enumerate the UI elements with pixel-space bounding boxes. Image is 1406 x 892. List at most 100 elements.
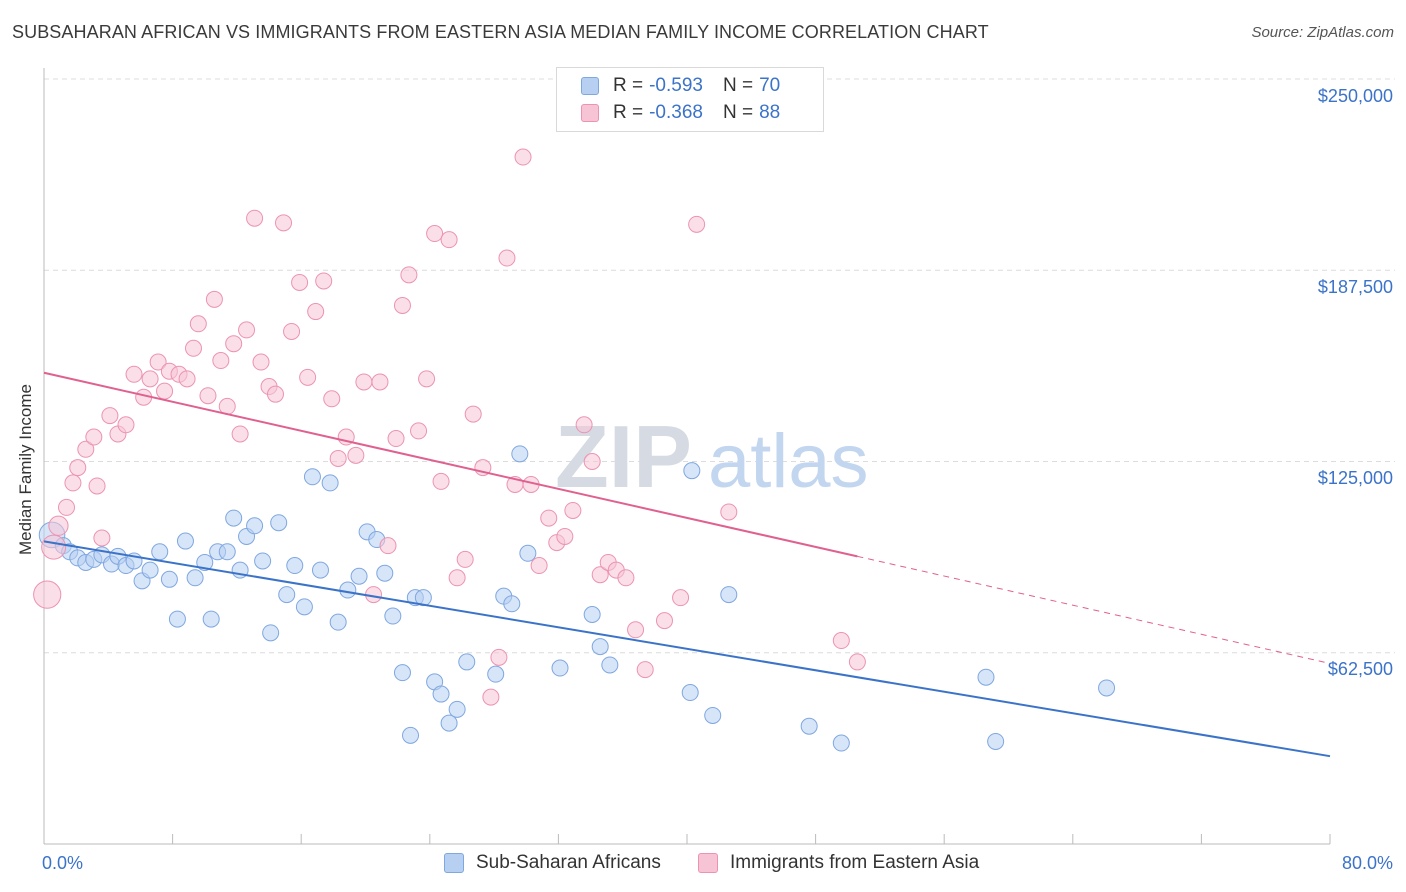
data-point-pink	[379, 537, 397, 555]
trend-line-extrapolated-pink	[857, 555, 1331, 664]
trend-lines	[43, 371, 1331, 758]
legend-n-value: 88	[759, 102, 781, 123]
data-point-pink	[275, 214, 293, 232]
data-point-blue	[339, 581, 357, 599]
data-point-blue	[601, 656, 619, 674]
x-tick-label-max: 80.0%	[1341, 853, 1393, 873]
data-point-blue	[402, 726, 420, 744]
data-point-pink	[149, 353, 167, 371]
data-point-blue	[591, 638, 609, 656]
trend-line-blue	[43, 540, 1331, 758]
data-point-pink	[77, 440, 95, 458]
data-point-pink	[393, 296, 411, 314]
data-point-pink	[48, 515, 69, 536]
y-tick-label: $187,500	[1317, 277, 1393, 297]
data-point-blue	[141, 561, 159, 579]
data-point-pink	[482, 688, 500, 706]
data-point-blue	[329, 613, 347, 631]
y-tick-label: $125,000	[1317, 468, 1393, 488]
data-point-blue	[218, 543, 236, 561]
data-point-pink	[514, 148, 532, 166]
data-point-pink	[530, 557, 548, 575]
series-legend-label: Immigrants from Eastern Asia	[730, 852, 980, 873]
data-point-pink	[266, 385, 284, 403]
data-point-blue	[176, 532, 194, 550]
chart-title: SUBSAHARAN AFRICAN VS IMMIGRANTS FROM EA…	[12, 22, 989, 42]
data-point-pink	[448, 569, 466, 587]
data-point-pink	[832, 632, 850, 650]
data-point-pink	[655, 612, 673, 630]
legend-swatch-pink	[581, 104, 599, 122]
data-point-pink	[564, 501, 582, 519]
data-point-blue	[278, 586, 296, 604]
data-point-blue	[704, 706, 722, 724]
data-point-blue	[393, 664, 411, 682]
data-point-blue	[458, 653, 476, 671]
data-point-pink	[556, 527, 574, 545]
data-point-pink	[426, 225, 444, 243]
watermark-atlas: atlas	[708, 419, 869, 504]
data-point-pink	[307, 303, 325, 321]
data-point-pink	[355, 373, 373, 391]
data-point-pink	[178, 370, 196, 388]
series-legend-label: Sub-Saharan Africans	[476, 852, 661, 873]
data-point-blue	[720, 586, 738, 604]
data-point-pink	[440, 231, 458, 249]
legend-row-blue: R = -0.593 N = 70	[581, 74, 780, 98]
series-legend-swatch-blue	[444, 853, 464, 873]
data-point-blue	[681, 684, 699, 702]
data-point-blue	[432, 685, 450, 703]
data-point-pink	[410, 422, 428, 440]
data-point-pink	[88, 477, 106, 495]
data-point-blue	[384, 607, 402, 625]
data-point-blue	[519, 544, 537, 562]
data-point-blue	[262, 624, 280, 642]
data-point-blue	[151, 543, 169, 561]
data-point-blue	[487, 665, 505, 683]
data-point-blue	[832, 734, 850, 752]
data-point-blue	[321, 474, 339, 492]
data-point-pink	[583, 453, 601, 470]
data-point-pink	[418, 370, 436, 388]
correlation-legend: R = -0.593 N = 70 R = -0.368 N = 88	[556, 67, 824, 132]
data-point-blue	[286, 557, 304, 575]
data-point-pink	[575, 416, 593, 434]
data-point-blue	[246, 517, 264, 535]
data-point-pink	[591, 566, 609, 584]
data-point-pink	[672, 589, 690, 607]
legend-n-label: N =	[722, 75, 754, 96]
legend-r-label: R =	[613, 75, 644, 96]
data-point-blue	[168, 610, 186, 628]
data-point-pink	[41, 534, 67, 560]
data-point-pink	[184, 339, 202, 357]
data-point-blue	[551, 659, 569, 677]
data-point-pink	[69, 459, 87, 477]
data-point-pink	[156, 382, 174, 400]
data-point-pink	[347, 446, 365, 464]
data-point-pink	[540, 509, 558, 527]
data-point-pink	[64, 474, 82, 492]
data-point-pink	[688, 215, 706, 233]
data-point-pink	[85, 428, 103, 446]
data-point-blue	[977, 668, 995, 686]
y-tick-label: $62,500	[1327, 659, 1393, 679]
data-point-blue	[583, 606, 601, 623]
data-point-pink	[93, 529, 111, 547]
data-point-pink	[315, 272, 333, 290]
data-point-pink	[199, 387, 217, 405]
data-point-pink	[283, 322, 301, 340]
data-point-pink	[456, 550, 474, 568]
data-point-pink	[141, 370, 159, 388]
x-tick-label-min: 0.0%	[42, 853, 84, 873]
legend-r-value: -0.368	[649, 102, 703, 123]
data-point-pink	[252, 353, 270, 371]
data-point-pink	[464, 405, 482, 423]
data-point-blue	[303, 468, 321, 486]
data-point-blue	[987, 732, 1005, 750]
data-point-blue	[376, 564, 394, 582]
source-credit: Source: ZipAtlas.com	[1251, 24, 1394, 41]
data-point-blue	[202, 610, 220, 628]
data-point-pink	[231, 425, 249, 443]
series-legend-swatch-pink	[698, 853, 718, 873]
data-point-pink	[636, 661, 654, 679]
